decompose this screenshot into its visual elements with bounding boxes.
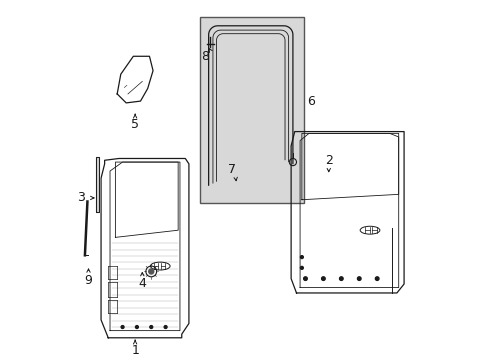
Circle shape: [321, 277, 325, 280]
Text: 4: 4: [138, 278, 146, 291]
Circle shape: [375, 277, 378, 280]
Circle shape: [148, 269, 153, 274]
Circle shape: [164, 325, 167, 328]
Circle shape: [300, 266, 303, 269]
Text: 8: 8: [201, 50, 209, 63]
Text: 5: 5: [131, 118, 139, 131]
Circle shape: [357, 277, 360, 280]
Circle shape: [339, 277, 343, 280]
Circle shape: [300, 256, 303, 258]
Bar: [199, 17, 303, 203]
Text: 9: 9: [84, 274, 92, 287]
Text: 7: 7: [227, 163, 236, 176]
Polygon shape: [96, 157, 99, 212]
Circle shape: [303, 277, 306, 280]
Circle shape: [135, 325, 138, 328]
Text: 1: 1: [131, 344, 139, 357]
Text: 3: 3: [77, 192, 85, 204]
Circle shape: [149, 325, 152, 328]
Circle shape: [121, 325, 124, 328]
Text: 6: 6: [306, 95, 314, 108]
Text: 2: 2: [324, 154, 332, 167]
